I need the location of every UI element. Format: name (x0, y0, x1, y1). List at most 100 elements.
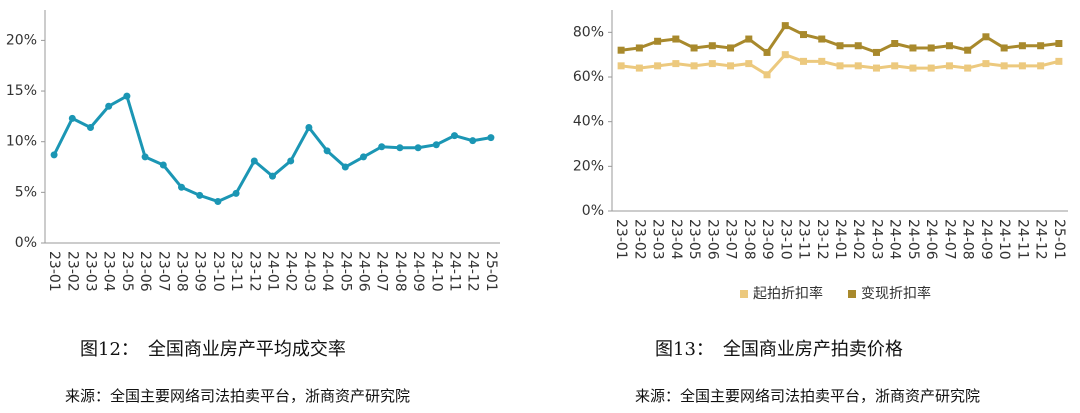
x-tick-label: 23-03 (83, 251, 99, 292)
y-tick-label: 5% (15, 184, 37, 200)
marker (50, 151, 58, 159)
y-tick-label: 60% (573, 69, 604, 85)
legend-label: 变现折扣率 (861, 285, 931, 302)
x-tick-label: 23-02 (631, 219, 647, 260)
marker (635, 64, 643, 72)
marker (836, 62, 844, 70)
y-tick-label: 20% (6, 32, 37, 48)
x-tick-label: 23-05 (686, 219, 702, 260)
x-tick-label: 24-05 (905, 219, 921, 260)
x-tick-label: 23-08 (174, 251, 190, 292)
x-tick-label: 23-07 (155, 251, 171, 292)
marker (672, 35, 680, 43)
marker (654, 37, 662, 45)
x-tick-label: 24-08 (392, 251, 408, 292)
x-tick-label: 24-02 (850, 219, 866, 260)
x-tick-label: 24-11 (447, 251, 463, 292)
x-tick-label: 24-10 (428, 251, 444, 292)
marker (469, 137, 477, 145)
marker (927, 44, 935, 52)
x-tick-label: 23-10 (777, 219, 793, 260)
x-tick-label: 23-11 (796, 219, 812, 260)
marker (745, 60, 753, 68)
marker (123, 92, 131, 100)
marker (872, 64, 880, 72)
x-tick-label: 23-04 (668, 219, 684, 260)
marker (909, 64, 917, 72)
marker (1018, 42, 1026, 50)
source: 来源：全国主要网络司法拍卖平台，浙商资产研究院 (65, 387, 410, 405)
x-tick-label: 23-08 (741, 219, 757, 260)
x-tick-label: 23-01 (46, 251, 62, 292)
x-tick-label: 25-01 (483, 251, 499, 292)
legend-label: 起拍折扣率 (753, 285, 823, 302)
marker (708, 42, 716, 50)
x-tick-label: 24-03 (301, 251, 317, 292)
marker (1000, 44, 1008, 52)
marker (68, 114, 76, 122)
marker (214, 197, 222, 205)
marker (800, 31, 808, 39)
marker (781, 51, 789, 59)
marker (836, 42, 844, 50)
x-tick-label: 24-07 (941, 219, 957, 260)
marker (396, 144, 404, 152)
marker (635, 44, 643, 52)
x-tick-label: 24-04 (319, 251, 335, 292)
marker (690, 44, 698, 52)
x-tick-label: 24-02 (283, 251, 299, 292)
x-tick-label: 23-03 (650, 219, 666, 260)
legend-swatch (848, 290, 856, 298)
x-tick-label: 24-07 (374, 251, 390, 292)
marker (1037, 42, 1045, 50)
marker (305, 124, 313, 132)
x-tick-label: 24-10 (996, 219, 1012, 260)
source: 来源：全国主要网络司法拍卖平台，浙商资产研究院 (635, 387, 980, 405)
legend-swatch (740, 290, 748, 298)
x-tick-label: 23-02 (64, 251, 80, 292)
x-tick-label: 24-09 (410, 251, 426, 292)
marker (178, 183, 185, 191)
x-tick-label: 24-11 (1014, 219, 1030, 260)
x-tick-label: 24-06 (356, 251, 372, 292)
marker (654, 62, 662, 70)
marker (617, 46, 625, 54)
x-tick-label: 23-09 (192, 251, 208, 292)
marker (945, 62, 953, 70)
marker (1037, 62, 1045, 70)
marker (105, 102, 113, 110)
marker (159, 161, 167, 169)
marker (1000, 62, 1008, 70)
x-tick-label: 24-09 (978, 219, 994, 260)
x-tick-label: 24-01 (265, 251, 281, 292)
marker (818, 35, 826, 43)
marker (196, 191, 204, 199)
marker (617, 62, 625, 70)
marker (451, 132, 458, 140)
y-tick-label: 0% (15, 235, 37, 251)
x-tick-label: 23-05 (119, 251, 135, 292)
marker (854, 62, 862, 70)
x-tick-label: 23-12 (246, 251, 262, 292)
marker (287, 157, 295, 165)
y-tick-label: 80% (573, 24, 604, 40)
x-tick-label: 23-10 (210, 251, 226, 292)
marker (763, 48, 771, 56)
x-tick-label: 23-12 (814, 219, 830, 260)
marker (872, 48, 880, 56)
x-tick-label: 23-01 (613, 219, 629, 260)
marker (1055, 57, 1063, 65)
x-tick-label: 25-01 (1051, 219, 1067, 260)
marker (964, 64, 972, 72)
x-tick-label: 23-06 (137, 251, 153, 292)
x-tick-label: 24-05 (337, 251, 353, 292)
marker (818, 57, 826, 65)
x-tick-label: 23-09 (759, 219, 775, 260)
marker (727, 62, 735, 70)
y-tick-label: 15% (6, 83, 37, 99)
marker (87, 124, 94, 132)
x-tick-label: 23-06 (704, 219, 720, 260)
marker (891, 62, 899, 70)
marker (727, 44, 735, 52)
